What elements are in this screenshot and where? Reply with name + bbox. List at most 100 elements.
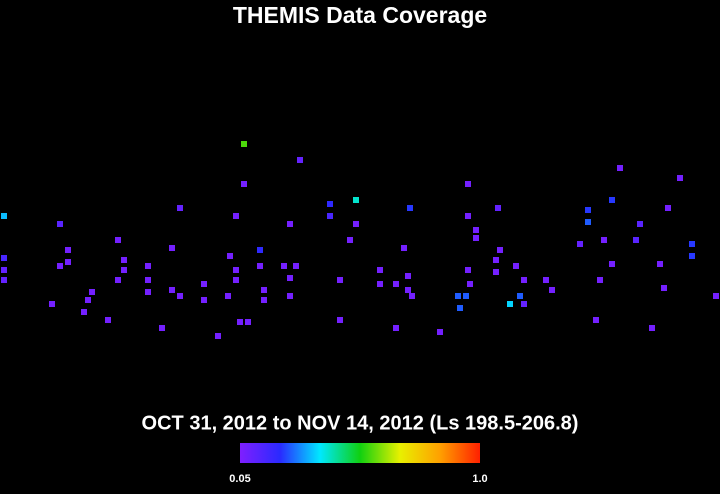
coverage-cell (327, 213, 333, 219)
coverage-cell (293, 263, 299, 269)
coverage-cell (677, 175, 683, 181)
coverage-cell (377, 267, 383, 273)
coverage-cell (49, 301, 55, 307)
coverage-cell (65, 259, 71, 265)
coverage-cell (521, 277, 527, 283)
coverage-cell (201, 281, 207, 287)
coverage-cell (337, 317, 343, 323)
coverage-cell (493, 257, 499, 263)
coverage-cell (437, 329, 443, 335)
coverage-cell (57, 263, 63, 269)
coverage-cell (353, 221, 359, 227)
coverage-cell (465, 181, 471, 187)
coverage-cell (1, 255, 7, 261)
coverage-cell (297, 157, 303, 163)
coverage-cell (377, 281, 383, 287)
coverage-cell (257, 263, 263, 269)
coverage-cell (1, 277, 7, 283)
coverage-cell (89, 289, 95, 295)
coverage-cell (237, 319, 243, 325)
coverage-cell (465, 267, 471, 273)
coverage-cell (393, 281, 399, 287)
coverage-cell (225, 293, 231, 299)
coverage-cell (121, 267, 127, 273)
coverage-cell (85, 297, 91, 303)
coverage-cell (261, 287, 267, 293)
coverage-cell (637, 221, 643, 227)
map-title: THEMIS Data Coverage (233, 2, 487, 28)
coverage-cell (245, 319, 251, 325)
coverage-cell (261, 297, 267, 303)
coverage-cell (1, 267, 7, 273)
coverage-cell (521, 301, 527, 307)
coverage-cell (115, 277, 121, 283)
coverage-cell (601, 237, 607, 243)
coverage-cell (657, 261, 663, 267)
coverage-cell (347, 237, 353, 243)
coverage-cell (463, 293, 469, 299)
coverage-cell (513, 263, 519, 269)
coverage-cell (145, 277, 151, 283)
coverage-cell (455, 293, 461, 299)
coverage-cell (121, 257, 127, 263)
coverage-cell (689, 241, 695, 247)
coverage-cell (241, 141, 247, 147)
coverage-cell (159, 325, 165, 331)
coverage-cell (473, 227, 479, 233)
coverage-cell (401, 245, 407, 251)
coverage-cell (287, 275, 293, 281)
coverage-cell (585, 207, 591, 213)
coverage-cell (577, 241, 583, 247)
coverage-cell (593, 317, 599, 323)
coverage-cell (393, 325, 399, 331)
coverage-cell (65, 247, 71, 253)
coverage-cell (597, 277, 603, 283)
coverage-cell (661, 285, 667, 291)
coverage-cell (609, 261, 615, 267)
coverage-cell (233, 267, 239, 273)
coverage-cell (287, 293, 293, 299)
coverage-cell (689, 253, 695, 259)
coverage-cell (81, 309, 87, 315)
coverage-cell (281, 263, 287, 269)
coverage-cell (57, 221, 63, 227)
coverage-cell (327, 201, 333, 207)
coverage-cell (177, 205, 183, 211)
coverage-cell (145, 289, 151, 295)
coverage-cell (169, 245, 175, 251)
colorbar-tick-label: 0.05 (229, 473, 250, 485)
coverage-cell (543, 277, 549, 283)
coverage-cell (405, 287, 411, 293)
coverage-cell (145, 263, 151, 269)
coverage-cell (713, 293, 719, 299)
coverage-cell (473, 235, 479, 241)
coverage-cell (665, 205, 671, 211)
coverage-cell (407, 205, 413, 211)
coverage-cell (465, 213, 471, 219)
coverage-cell (115, 237, 121, 243)
coverage-cell (409, 293, 415, 299)
coverage-cell (507, 301, 513, 307)
map-subtitle: OCT 31, 2012 to NOV 14, 2012 (Ls 198.5-2… (142, 412, 579, 434)
coverage-cell (201, 297, 207, 303)
coverage-cell (497, 247, 503, 253)
coverage-cell (457, 305, 463, 311)
coverage-cell (585, 219, 591, 225)
coverage-cell (233, 277, 239, 283)
coverage-cell (609, 197, 615, 203)
coverage-cell (337, 277, 343, 283)
colorbar (240, 443, 480, 463)
coverage-cell (215, 333, 221, 339)
coverage-cell (517, 293, 523, 299)
coverage-cell (549, 287, 555, 293)
coverage-cell (241, 181, 247, 187)
coverage-cell (649, 325, 655, 331)
coverage-cell (495, 205, 501, 211)
coverage-cell (467, 281, 473, 287)
coverage-cell (353, 197, 359, 203)
coverage-cell (227, 253, 233, 259)
coverage-cell (233, 213, 239, 219)
coverage-cell (617, 165, 623, 171)
